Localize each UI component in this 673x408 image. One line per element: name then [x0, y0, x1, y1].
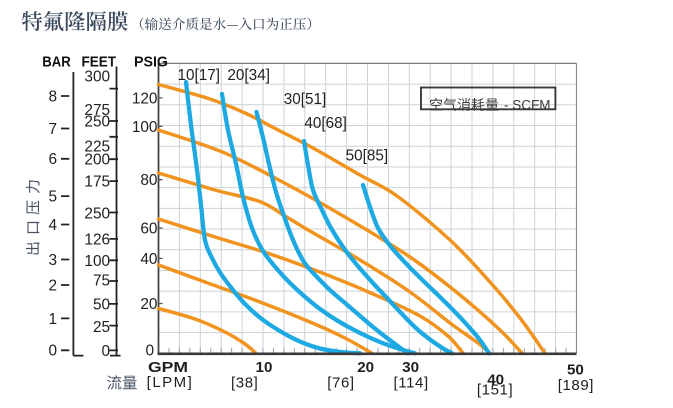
svg-text:60: 60 [140, 220, 157, 237]
svg-text:25: 25 [93, 319, 110, 336]
svg-text:10[17]: 10[17] [178, 67, 221, 84]
svg-text:250: 250 [84, 206, 110, 223]
svg-text:BAR: BAR [42, 53, 71, 70]
svg-text:[LPM]: [LPM] [147, 374, 194, 391]
svg-text:[76]: [76] [327, 374, 354, 391]
svg-text:7: 7 [48, 121, 57, 138]
svg-text:4: 4 [48, 217, 57, 234]
svg-text:1: 1 [48, 311, 57, 328]
svg-text:20: 20 [357, 359, 374, 376]
svg-text:PSIG: PSIG [134, 53, 168, 70]
svg-text:40[68]: 40[68] [304, 115, 347, 132]
svg-text:126: 126 [84, 232, 110, 249]
svg-text:10: 10 [256, 359, 273, 376]
svg-text:50[85]: 50[85] [346, 148, 389, 165]
svg-text:[38]: [38] [231, 374, 258, 391]
svg-text:- SCFM: - SCFM [504, 98, 551, 113]
svg-text:20[34]: 20[34] [227, 67, 270, 84]
svg-text:40: 40 [487, 371, 504, 388]
svg-text:20: 20 [140, 296, 157, 313]
svg-text:120: 120 [132, 90, 158, 107]
svg-text:[151]: [151] [477, 382, 513, 399]
svg-text:0: 0 [145, 343, 154, 360]
svg-text:GPM: GPM [148, 359, 188, 376]
svg-text:50: 50 [567, 361, 584, 378]
svg-text:100: 100 [84, 253, 110, 270]
svg-text:275: 275 [84, 102, 110, 119]
svg-text:100: 100 [132, 119, 158, 136]
svg-text:40: 40 [140, 251, 157, 268]
svg-text:225: 225 [84, 139, 110, 156]
svg-text:0: 0 [102, 343, 111, 360]
svg-text:0: 0 [48, 343, 57, 360]
svg-text:75: 75 [93, 273, 110, 290]
svg-text:8: 8 [48, 88, 57, 105]
svg-text:250: 250 [84, 113, 110, 130]
svg-text:200: 200 [84, 152, 110, 169]
svg-text:30[51]: 30[51] [284, 91, 327, 108]
svg-text:FEET: FEET [82, 53, 117, 70]
svg-text:300: 300 [84, 68, 110, 85]
svg-text:30: 30 [402, 359, 419, 376]
svg-text:175: 175 [84, 174, 110, 191]
svg-text:6: 6 [48, 151, 57, 168]
svg-text:[189]: [189] [558, 377, 594, 394]
svg-text:2: 2 [48, 277, 57, 294]
svg-text:80: 80 [140, 172, 157, 189]
svg-text:[114]: [114] [393, 374, 428, 391]
svg-text:5: 5 [48, 189, 57, 206]
svg-text:3: 3 [48, 252, 57, 269]
svg-text:50: 50 [93, 297, 110, 314]
